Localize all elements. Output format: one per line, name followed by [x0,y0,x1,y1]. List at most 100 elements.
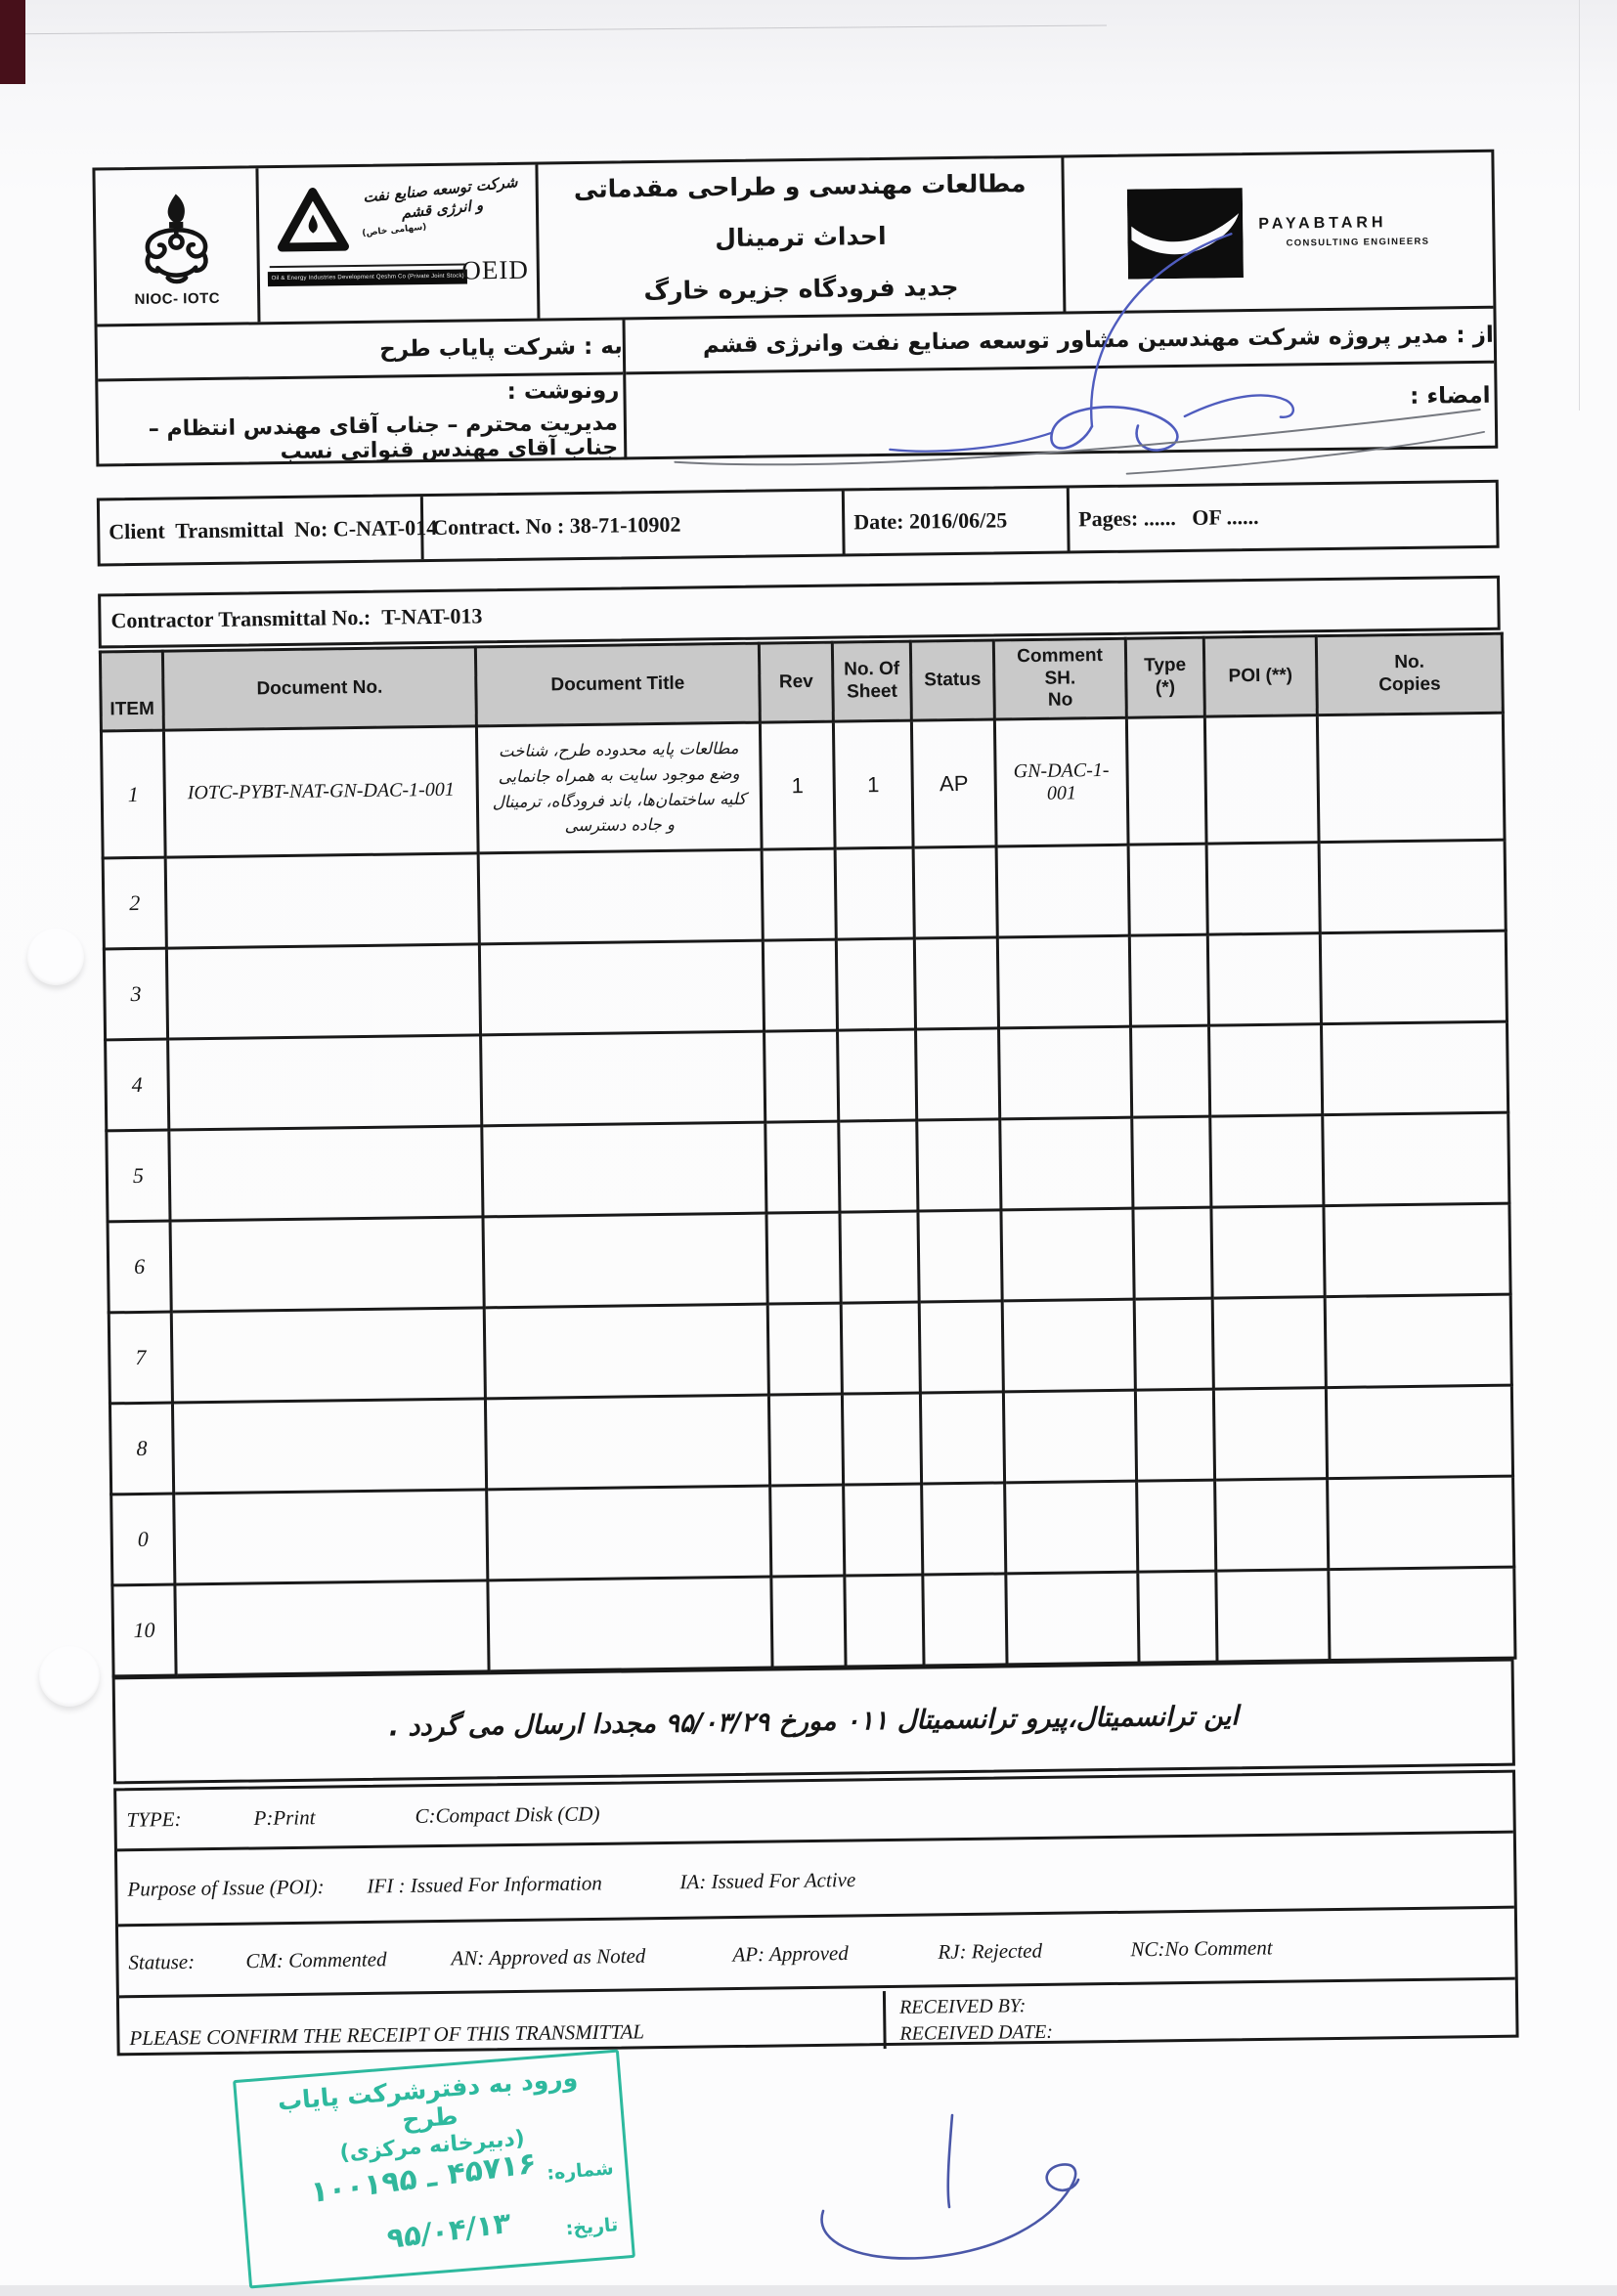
type-label: TYPE: [126,1806,182,1832]
cell-type [1130,1025,1210,1118]
cell-poi [1210,1205,1326,1299]
to-field: به : شرکت پایاب طرح [379,332,624,363]
table-header-comment: Comment SH. No [993,638,1127,719]
cell-comment: GN-DAC-1-001 [994,717,1129,846]
cell-poi [1206,842,1321,935]
cell-poi [1215,1569,1331,1663]
cell-status [919,1300,1004,1394]
cell-type [1135,1389,1215,1482]
cell-type [1136,1480,1216,1573]
table-header-sheets: No. Of Sheet [832,641,912,722]
cell-copies [1317,713,1506,843]
cell-sheets: 1 [833,720,914,849]
cell-item: 10 [111,1584,177,1676]
cell-poi [1213,1387,1328,1481]
cell-copies [1323,1203,1511,1297]
logo-row: NIOC- IOTC شرکت توسعه صنایع نفت و انرژی … [95,152,1494,327]
cell-rev [765,1121,840,1214]
table-header-item: ITEM [100,651,164,731]
oeid-bar-text: Oil & Energy Industries Development Qesh… [268,269,468,287]
cell-title [481,1122,766,1217]
cell-type [1128,844,1208,936]
cc-value: مدیریت محترم – جناب آقای مهندس انتظام – … [148,411,619,465]
cell-type [1126,716,1207,845]
cell-status [913,845,998,939]
cell-doc_no [172,1398,487,1495]
cell-item: 1 [101,730,166,858]
cell-title [482,1213,768,1308]
cell-poi [1208,1023,1323,1117]
cell-title [478,849,764,944]
date-value: 2016/06/25 [908,507,1008,534]
cell-item: 8 [109,1403,174,1495]
cell-copies [1321,1021,1508,1115]
cell-sheets [835,847,915,940]
legend-block: TYPE: P:Print C:Compact Disk (CD) Purpos… [113,1769,1519,2059]
cell-status [917,1209,1003,1303]
contract-no-cell: Contract. No : 38-71-10902 [422,491,846,560]
cell-copies [1325,1294,1512,1388]
cell-doc_no [173,1489,488,1585]
cell-poi [1212,1296,1327,1390]
cell-rev [765,1212,842,1305]
cell-poi [1207,932,1322,1026]
cell-doc_no [170,1216,485,1313]
cell-item: 0 [110,1494,175,1585]
form-title-line2: جدید فرودگاه جزیره خارگ [643,272,959,305]
cell-title [487,1577,773,1671]
cell-rev [762,848,837,941]
payabtarh-mark-icon [1126,187,1245,280]
nioc-caption: NIOC- IOTC [134,289,221,308]
cell-status [921,1482,1006,1576]
confirm-text: PLEASE CONFIRM THE RECEIPT OF THIS TRANS… [129,2019,645,2051]
cell-sheets [839,1211,920,1304]
signature-label: امضاء : [1410,382,1491,410]
poi-label: Purpose of Issue (POI): [127,1874,325,1901]
cell-sheets [843,1484,923,1577]
cell-status [915,1027,1000,1121]
cell-doc_no [165,852,480,949]
table-header-type: Type (*) [1125,637,1205,718]
cell-comment [997,935,1131,1028]
oeid-triangle-icon [278,188,350,252]
cell-title: مطالعات پایه محدوده طرح، شناخت وضع موجود… [476,722,763,853]
cell-sheets [838,1120,918,1213]
table-header-status: Status [910,639,995,721]
client-transmittal-cell: Client Transmittal No: C-NAT-014 [99,497,437,564]
received-cell: RECEIVED BY: RECEIVED DATE: [886,1983,1516,2049]
cell-poi [1214,1478,1329,1572]
cell-poi [1204,715,1320,845]
cell-title [486,1486,771,1581]
cell-sheets [837,1029,917,1122]
cell-type [1137,1571,1218,1664]
cell-item: 5 [106,1130,171,1222]
payabtarh-subtitle: CONSULTING ENGINEERS [1286,236,1430,249]
status-label: Statuse: [128,1949,196,1974]
nioc-emblem-icon [145,193,208,283]
contractor-transmittal-no: T-NAT-013 [381,603,483,629]
nioc-logo-cell: NIOC- IOTC [95,168,261,325]
cell-comment [1003,1390,1137,1483]
cell-doc_no [167,1034,482,1131]
scan-corner-mark [0,0,25,84]
cell-rev: 1 [760,721,836,850]
table-header-rev: Rev [759,642,834,723]
cell-type [1129,934,1209,1027]
cell-sheets [844,1575,925,1668]
oeid-calligraphy: شرکت توسعه صنایع نفت و انرژی قشم (سهامی … [358,172,526,239]
cell-type [1132,1207,1213,1300]
oeid-divider [270,263,466,269]
punch-hole [27,929,84,985]
cc-label: رونوشت : [506,377,620,405]
cell-status [922,1573,1008,1667]
cell-copies [1322,1112,1509,1206]
from-field: از : مدیر پروژه شرکت مهندسین مشاور توسعه… [702,322,1494,358]
cell-copies [1319,840,1507,933]
cell-comment [998,1026,1132,1119]
cell-item: 2 [103,857,167,949]
cell-sheets [836,938,916,1031]
table-header-poi: POI (**) [1203,635,1318,717]
payabtarh-logo-cell: PAYABTARH CONSULTING ENGINEERS [1064,152,1493,312]
cell-sheets [841,1302,921,1395]
